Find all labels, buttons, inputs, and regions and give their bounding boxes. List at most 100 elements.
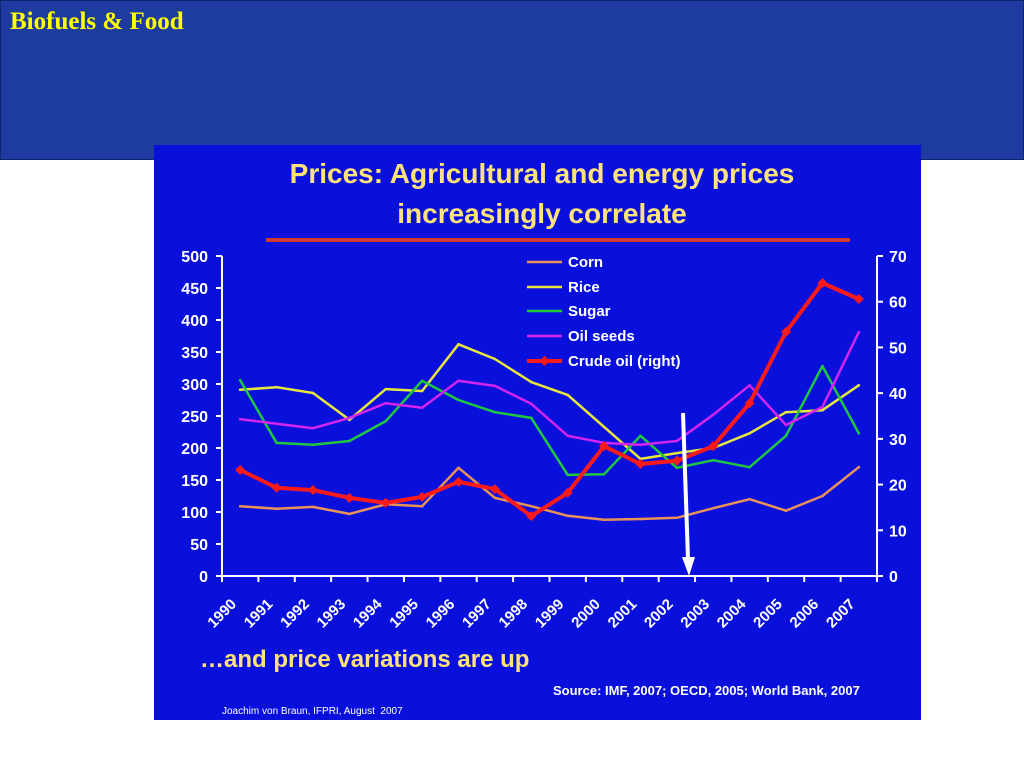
data-point-sugar [748,465,751,469]
annotation-text: …and price variations are up [200,646,529,673]
chart-title-line-1: Prices: Agricultural and energy prices [290,158,795,189]
legend-marker-crude-oil [539,356,550,366]
data-point-corn [821,494,824,498]
data-point-oil-seeds [857,330,861,334]
data-point-corn [566,514,569,518]
series-group [235,277,864,522]
data-point-corn [348,512,351,516]
legend-label-oil-seeds: Oil seeds [568,328,635,345]
legend-item-crude-oil: Crude oil (right) [527,353,681,370]
data-point-crude-oil [562,487,573,498]
annotation-arrow-head [682,557,695,576]
right-tick-label: 60 [889,295,907,312]
left-tick-label: 450 [181,281,208,298]
right-tick-label: 30 [889,432,907,449]
legend-item-rice: Rice [527,279,600,296]
data-point-sugar [275,441,278,445]
data-point-corn [238,504,242,508]
legend-label-crude-oil: Crude oil (right) [568,353,681,370]
data-point-rice [275,385,278,389]
data-point-oil-seeds [348,416,351,420]
annotation-arrow-shaft [681,412,690,560]
chart-image: Prices: Agricultural and energy prices i… [154,145,921,720]
data-point-corn [602,518,606,521]
data-point-rice [639,457,642,461]
data-point-rice [566,393,569,397]
data-point-corn [493,496,497,500]
data-point-oil-seeds [784,423,788,427]
data-point-sugar [675,466,679,470]
data-point-rice [821,408,824,412]
data-point-sugar [457,398,460,402]
right-tick-label: 40 [889,386,907,403]
data-point-oil-seeds [238,417,242,421]
data-point-oil-seeds [311,426,315,430]
left-tick-label: 0 [199,569,208,586]
data-point-rice [748,431,751,435]
data-point-crude-oil [380,497,391,508]
left-tick-label: 50 [190,537,208,554]
title-underline-rule [266,238,850,242]
right-tick-label: 20 [889,478,907,495]
header-band: Biofuels & Food [0,0,1024,160]
data-point-crude-oil [781,326,792,337]
data-point-crude-oil [671,455,682,466]
left-tick-label: 400 [181,313,208,330]
right-tick-label: 10 [889,523,907,540]
source-text: Source: IMF, 2007; OECD, 2005; World Ban… [553,683,860,698]
data-point-corn [275,507,278,511]
chart-title-line-2: increasingly correlate [397,198,686,229]
legend-label-corn: Corn [568,254,603,271]
data-point-corn [639,517,642,521]
legend-label-rice: Rice [568,279,600,296]
data-point-sugar [311,443,315,447]
series-line-corn [238,465,861,521]
data-point-sugar [566,473,569,477]
data-point-oil-seeds [675,439,679,443]
right-tick-label: 70 [889,249,907,266]
legend-item-corn: Corn [527,254,603,271]
data-point-oil-seeds [420,406,424,409]
data-point-rice [457,343,460,346]
data-point-oil-seeds [821,405,824,409]
data-point-crude-oil [708,441,719,452]
data-point-crude-oil [635,459,646,469]
right-tick-label: 50 [889,340,907,357]
data-point-crude-oil [344,492,355,503]
data-point-sugar [493,410,497,414]
data-point-crude-oil [744,398,755,409]
data-point-oil-seeds [384,401,388,405]
data-point-corn [457,466,460,470]
axes [216,255,883,582]
data-point-rice [675,451,679,455]
data-point-rice [384,387,388,391]
data-point-oil-seeds [275,422,278,425]
annotation-arrow [681,412,695,576]
data-point-rice [238,388,242,392]
right-tick-label: 0 [889,569,898,586]
left-tick-label: 150 [181,473,208,490]
data-point-sugar [639,434,642,438]
data-point-oil-seeds [566,434,569,438]
data-point-corn [420,504,424,508]
left-tick-label: 200 [181,441,208,458]
data-point-sugar [238,378,242,382]
data-point-sugar [602,472,606,476]
data-point-sugar [384,419,388,423]
data-point-corn [675,516,679,520]
chart-background [154,145,921,720]
data-point-oil-seeds [639,443,642,447]
data-point-crude-oil [853,293,864,304]
data-point-rice [784,410,788,414]
legend-item-sugar: Sugar [527,303,611,320]
data-point-rice [602,425,606,429]
data-point-rice [420,389,424,393]
data-point-rice [311,391,315,395]
series-line-crude-oil [238,281,861,519]
credit-text: Joachim von Braun, IFPRI, August 2007 [222,706,403,717]
slide-title: Biofuels & Food [10,8,184,35]
left-tick-label: 250 [181,409,208,426]
data-point-crude-oil [271,482,282,493]
data-point-rice [530,380,533,384]
data-point-corn [784,509,788,513]
